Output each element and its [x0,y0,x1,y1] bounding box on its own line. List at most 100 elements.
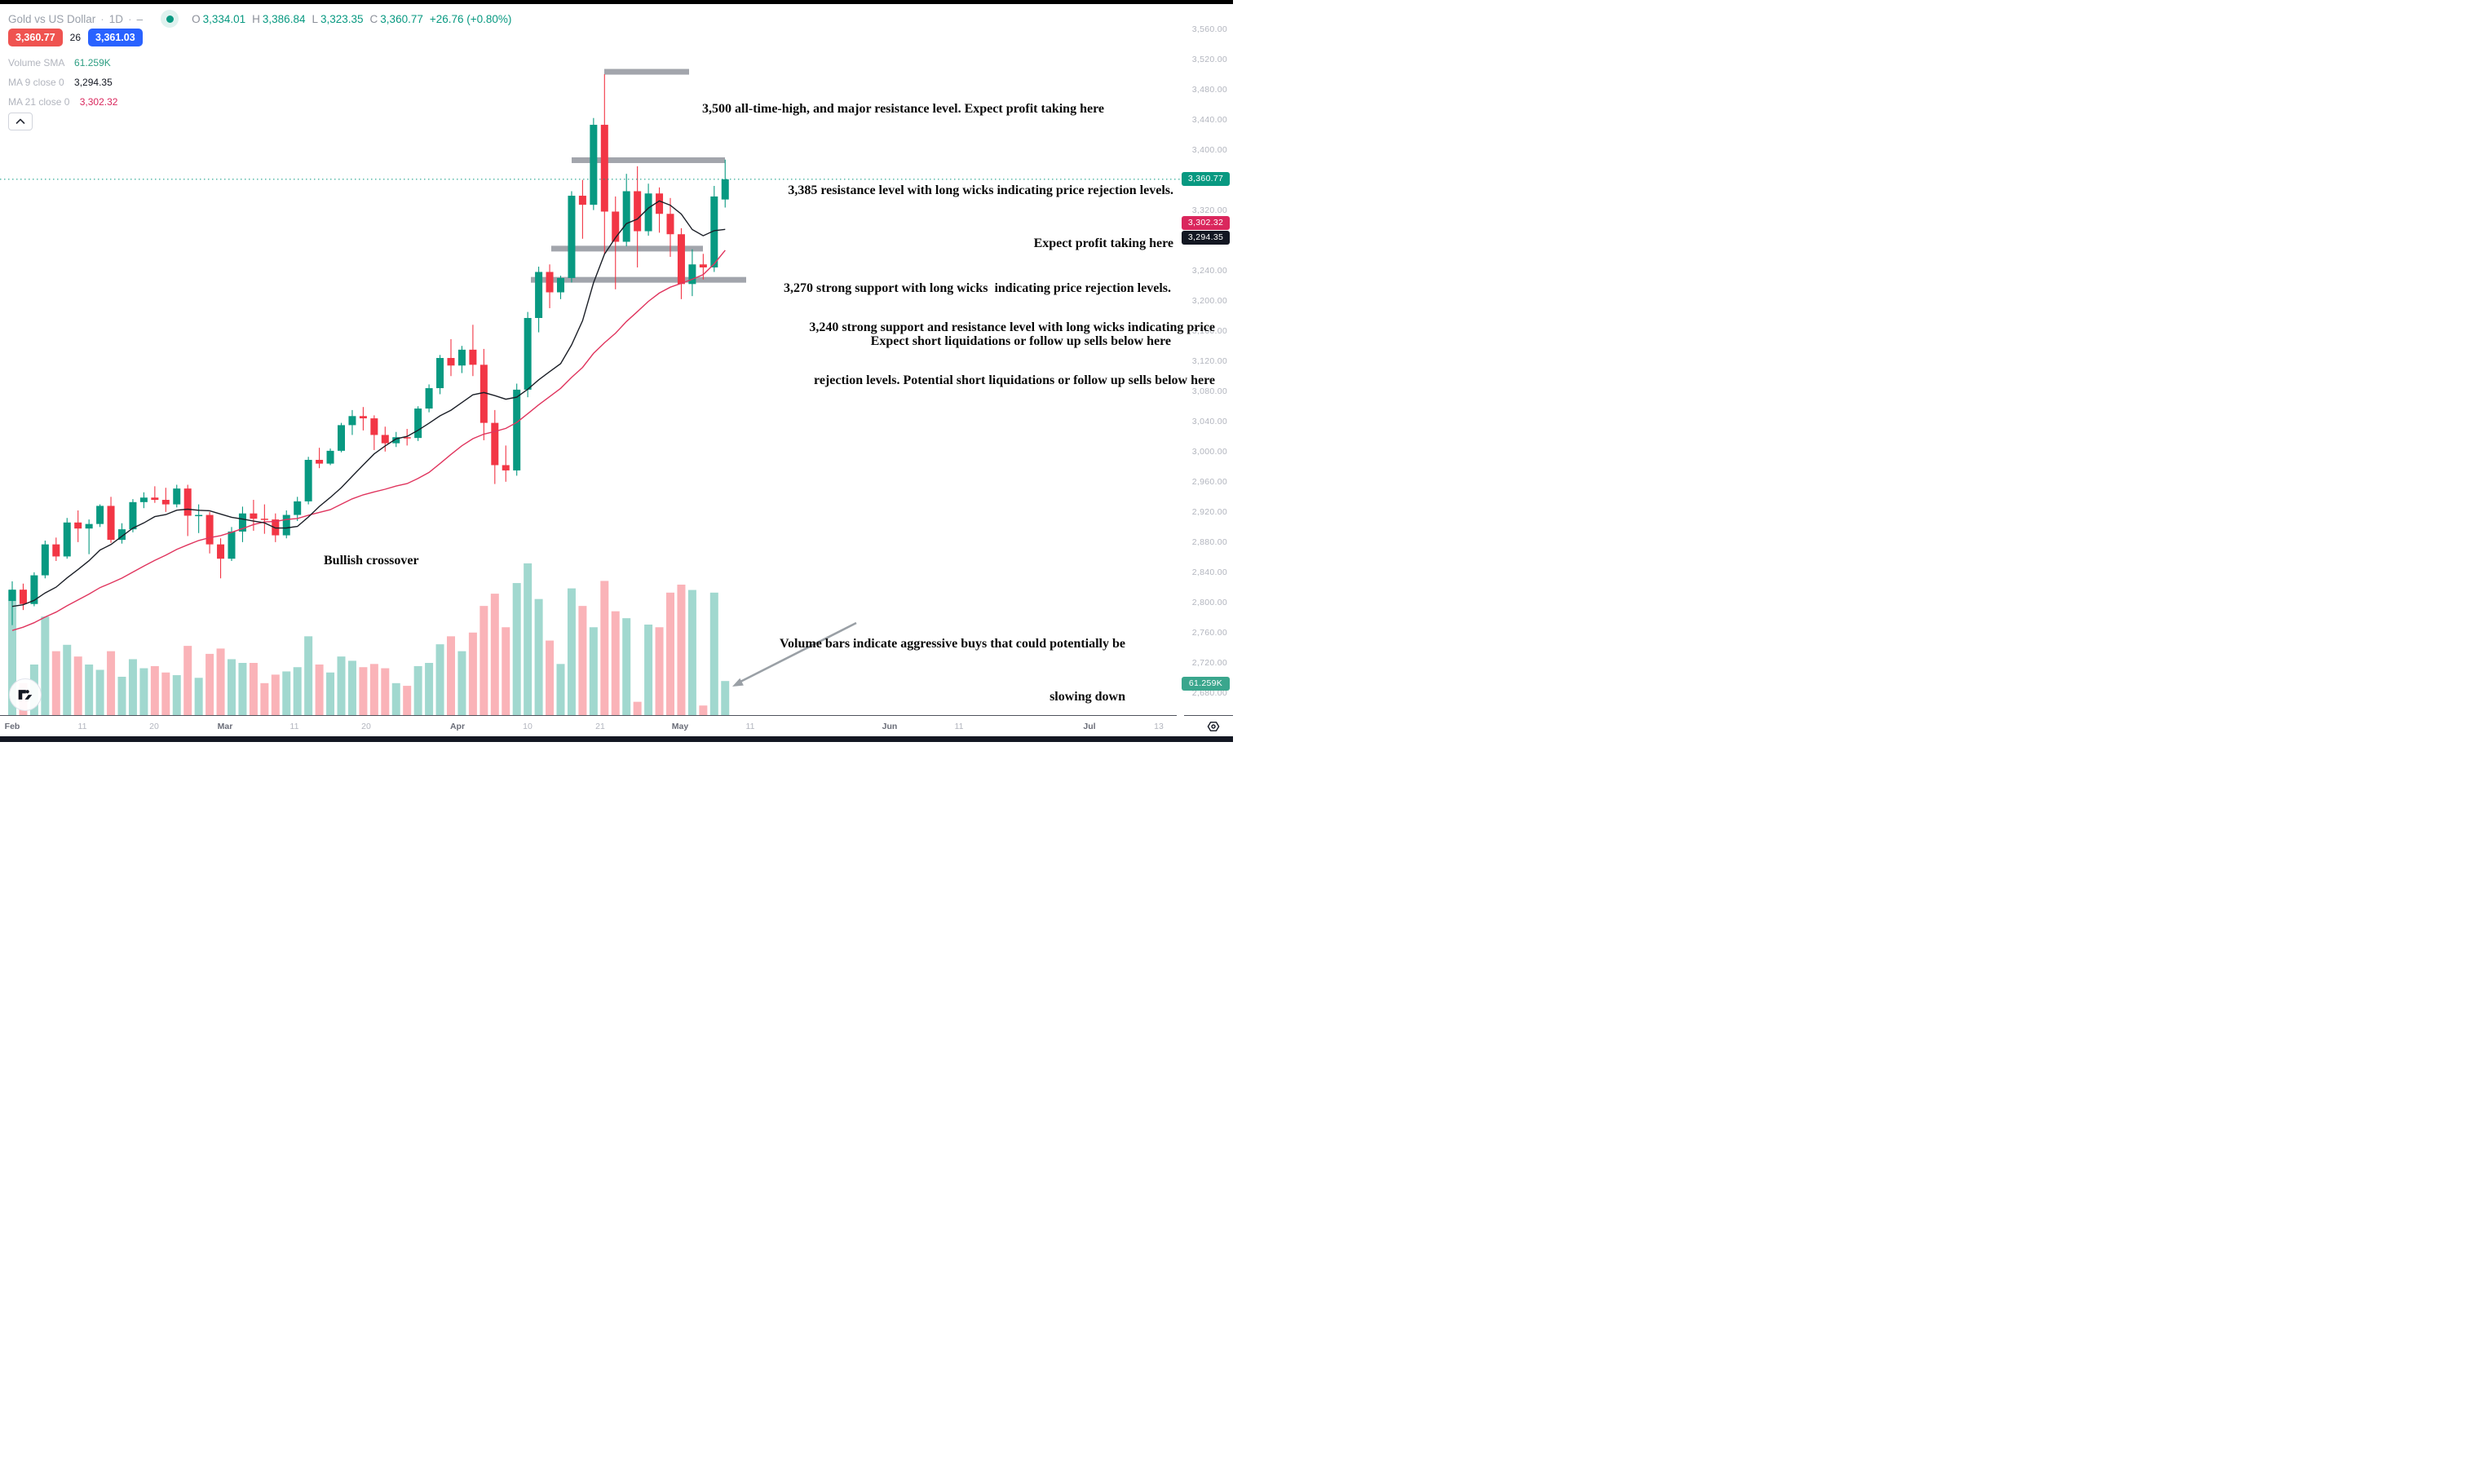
spread-value: 26 [69,32,82,43]
price-tick: 3,320.00 [1191,205,1227,215]
resistance-level-bar[interactable] [531,276,746,283]
volume-bar [490,594,499,715]
candle-body [699,264,707,267]
candle-body [447,358,455,366]
candle-body [502,465,510,470]
resistance-level-bar[interactable] [604,68,689,75]
window-bottom-strip [0,736,1233,742]
candle-body [250,513,258,519]
annotation-arrow[interactable] [740,621,857,683]
resistance-level-bar[interactable] [551,245,703,252]
candle-body [568,196,576,278]
indicator-row-volume-sma[interactable]: Volume SMA 61.259K [8,57,111,68]
candle-body [457,349,466,366]
ask-badge[interactable]: 3,361.03 [88,29,143,46]
candle-body [414,409,422,439]
indicator-row-ma21[interactable]: MA 21 close 0 3,302.32 [8,96,117,108]
volume-bar [228,659,236,715]
price-tick: 3,560.00 [1191,24,1227,34]
time-tick-day: 11 [289,722,299,731]
price-tick: 2,840.00 [1191,567,1227,577]
candle-body [238,513,246,532]
volume-bar [369,664,378,715]
symbol-name[interactable]: Gold vs US Dollar [8,12,96,25]
candle-body [348,416,356,426]
volume-bar [567,588,576,715]
volume-bar [249,663,258,715]
high-value: 3,386.84 [262,12,306,25]
annotation-3385-resistance[interactable]: 3,385 resistance level with long wicks i… [788,183,1173,250]
volume-bar [238,663,247,715]
price-tick: 3,120.00 [1191,356,1227,366]
candle-body [206,515,214,545]
volume-bar [337,656,346,715]
price-tick: 3,160.00 [1191,325,1227,336]
candle-body [74,522,82,529]
volume-bar [73,656,82,715]
price-tick: 2,880.00 [1191,537,1227,547]
annotation-3270-support[interactable]: 3,270 strong support with long wicks ind… [784,281,1171,348]
high-label: H [252,12,260,25]
annotation-3500-resistance[interactable]: 3,500 all-time-high, and major resistanc… [702,102,1104,116]
separator: · [100,12,104,25]
volume-bar [216,648,225,715]
volume-bar [600,581,609,715]
gear-icon[interactable] [1207,720,1220,733]
ma9-line [11,200,726,607]
volume-bar [480,606,488,715]
volume-bar [304,636,313,715]
candle-body [480,364,488,423]
annotation-3240-support[interactable]: 3,240 strong support and resistance leve… [809,320,1215,387]
chart-canvas[interactable] [0,0,1233,742]
candle-body [370,418,378,435]
volume-bar [699,705,708,715]
feed-dash: – [136,12,144,25]
chart-legend: Gold vs US Dollar · 1D · – O 3,334.01 H … [8,10,511,132]
volume-bar [8,590,16,715]
candle-body [590,125,598,205]
collapse-legend-button[interactable] [8,113,33,130]
time-axis[interactable]: Feb 11 20 Mar 11 20 Apr 10 21 May 11 Jun 11 Jul 13 [0,716,1233,736]
volume-bar [677,585,686,715]
candle-body [30,575,38,604]
price-tick: 3,240.00 [1191,265,1227,276]
bid-badge[interactable]: 3,360.77 [8,29,63,46]
time-tick-month: Apr [449,722,466,731]
change-value: +26.76 (+0.80%) [429,12,512,25]
candle-body [304,459,312,501]
candle-body [260,519,268,520]
candles [8,74,729,625]
price-tick: 3,520.00 [1191,54,1227,64]
volume-bar [721,681,730,715]
indicator-row-ma9[interactable]: MA 9 close 0 3,294.35 [8,77,113,88]
volume-bar [63,644,72,715]
symbol-title-row[interactable]: Gold vs US Dollar · 1D · – O 3,334.01 H … [8,10,511,28]
candle-body [622,191,630,242]
candle-body [107,506,115,541]
tradingview-logo[interactable] [9,678,42,711]
resistance-level-bar[interactable] [572,157,725,163]
interval-label[interactable]: 1D [108,12,124,25]
low-value: 3,323.35 [320,12,364,25]
candle-body [710,196,718,267]
time-tick-day: 13 [1154,722,1164,731]
price-tick: 2,960.00 [1191,476,1227,487]
candle-body [403,437,411,439]
candle-body [316,459,324,464]
candle-body [491,422,499,466]
candle-body [195,515,203,517]
candle-body [63,522,71,557]
time-tick-day: 11 [745,722,755,731]
volume-bar [655,627,664,715]
market-open-dot-icon[interactable] [161,10,179,28]
annotation-volume-bars[interactable]: Volume bars indicate aggressive buys tha… [779,637,1125,704]
indicator-value: 3,302.32 [79,96,118,108]
volume-bar [425,663,434,715]
volume-bar [578,606,587,715]
candle-body [294,501,302,515]
price-tick: 3,000.00 [1191,446,1227,457]
annotation-bullish-crossover[interactable]: Bullish crossover [324,554,419,568]
price-tick: 3,040.00 [1191,416,1227,426]
candle-body [425,388,433,409]
price-tick: 3,400.00 [1191,144,1227,155]
